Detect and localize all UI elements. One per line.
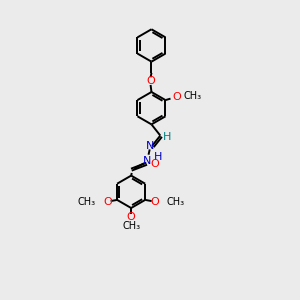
Text: H: H bbox=[154, 152, 162, 162]
Text: O: O bbox=[150, 159, 159, 169]
Text: O: O bbox=[103, 197, 112, 207]
Text: O: O bbox=[127, 212, 136, 222]
Text: O: O bbox=[150, 197, 159, 207]
Text: N: N bbox=[143, 156, 151, 166]
Text: CH₃: CH₃ bbox=[183, 91, 201, 101]
Text: H: H bbox=[163, 132, 171, 142]
Text: CH₃: CH₃ bbox=[122, 221, 140, 231]
Text: O: O bbox=[146, 76, 155, 86]
Text: CH₃: CH₃ bbox=[167, 197, 184, 207]
Text: O: O bbox=[173, 92, 182, 102]
Text: CH₃: CH₃ bbox=[78, 197, 96, 207]
Text: N: N bbox=[146, 141, 154, 151]
